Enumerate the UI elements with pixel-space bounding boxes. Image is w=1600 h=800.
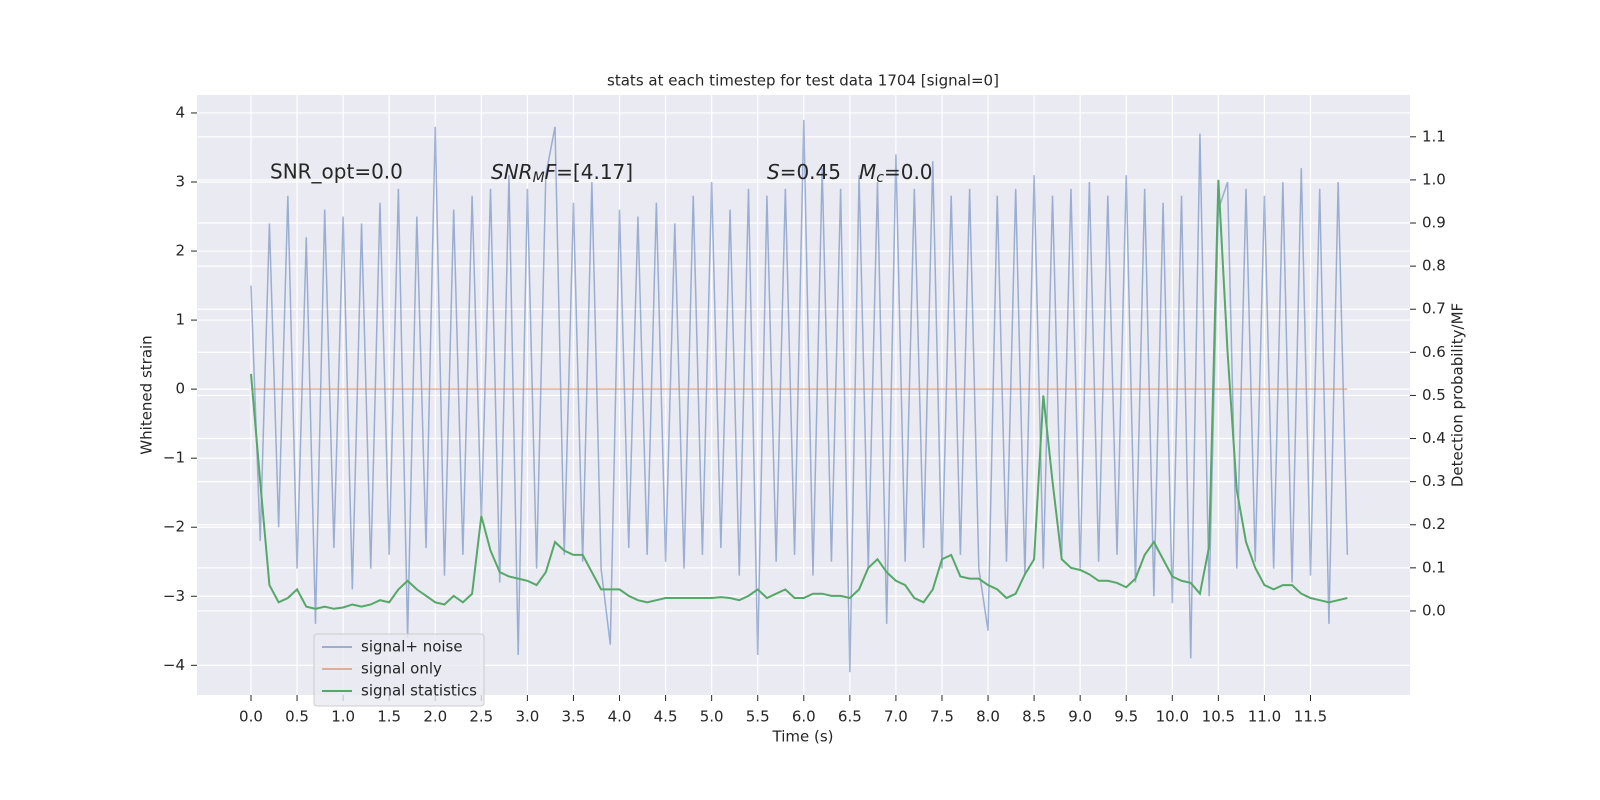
x-tick-label: 3.0 xyxy=(515,708,539,726)
x-tick-label: 1.0 xyxy=(331,708,355,726)
series-line xyxy=(250,119,1349,673)
y2-tick-label: 0.1 xyxy=(1422,558,1446,576)
annotation-part: M xyxy=(533,170,545,186)
x-tick-label: 4.0 xyxy=(608,708,632,726)
y-tick-label: −3 xyxy=(163,587,185,605)
legend-label: signal+ noise xyxy=(361,638,463,656)
y-tick-label: 4 xyxy=(175,103,185,121)
x-tick-label: 2.0 xyxy=(423,708,447,726)
y-tick-label: 1 xyxy=(175,311,185,329)
x-tick-label: 9.0 xyxy=(1068,708,1092,726)
y2-tick-label: 0.7 xyxy=(1422,300,1446,318)
y2-tick-label: 0.5 xyxy=(1422,386,1446,404)
annotation: Mc=0.0 xyxy=(859,160,933,187)
y-axis-label: Whitened strain xyxy=(138,335,156,454)
annotation-part: S xyxy=(767,160,780,184)
legend-label: signal statistics xyxy=(361,682,477,700)
y2-tick-label: 1.1 xyxy=(1422,127,1446,145)
x-tick-label: 7.0 xyxy=(884,708,908,726)
series-line xyxy=(249,179,1348,610)
annotation-part: =0.45 xyxy=(780,160,841,184)
annotation-part: =0.0 xyxy=(884,160,933,184)
x-tick-label: 11.5 xyxy=(1294,708,1327,726)
y-tick-label: −4 xyxy=(163,656,185,674)
annotation-part: SNR xyxy=(491,160,533,184)
x-tick-label: 7.5 xyxy=(930,708,954,726)
x-tick-label: 10.5 xyxy=(1202,708,1235,726)
x-tick-label: 11.0 xyxy=(1248,708,1281,726)
legend-label: signal only xyxy=(361,660,442,678)
x-tick-label: 6.0 xyxy=(792,708,816,726)
x-tick-label: 8.5 xyxy=(1022,708,1046,726)
y2-tick-label: 0.4 xyxy=(1422,429,1446,447)
y2-tick-label: 0.3 xyxy=(1422,472,1446,490)
x-tick-label: 4.5 xyxy=(654,708,678,726)
y2-tick-label: 0.6 xyxy=(1422,343,1446,361)
annotation-part: c xyxy=(876,170,884,186)
y-tick-label: −1 xyxy=(163,449,185,467)
x-tick-label: 0.5 xyxy=(285,708,309,726)
x-tick-label: 2.5 xyxy=(469,708,493,726)
x-tick-label: 5.0 xyxy=(700,708,724,726)
y-tick-label: 2 xyxy=(175,242,185,260)
annotation: S=0.45 xyxy=(767,160,841,184)
x-tick-label: 5.5 xyxy=(746,708,770,726)
y2-tick-label: 0.8 xyxy=(1422,257,1446,275)
x-tick-label: 8.0 xyxy=(976,708,1000,726)
y-tick-label: 0 xyxy=(175,380,185,398)
annotation: SNRMF=[4.17] xyxy=(491,160,633,187)
x-tick-label: 3.5 xyxy=(562,708,586,726)
annotation: SNR_opt=0.0 xyxy=(270,160,403,184)
legend-box xyxy=(313,633,485,707)
y2-tick-label: 0.0 xyxy=(1422,601,1446,619)
x-tick-label: 1.5 xyxy=(377,708,401,726)
x-tick-label: 6.5 xyxy=(838,708,862,726)
y2-tick-label: 1.0 xyxy=(1422,170,1446,188)
annotation-part: F xyxy=(545,160,557,184)
y2-tick-label: 0.9 xyxy=(1422,214,1446,232)
x-tick-label: 0.0 xyxy=(239,708,263,726)
x-tick-label: 9.5 xyxy=(1114,708,1138,726)
annotation-part: =[4.17] xyxy=(556,160,633,184)
x-axis-label: Time (s) xyxy=(772,728,834,746)
chart-title: stats at each timestep for test data 170… xyxy=(607,72,999,90)
annotation-part: M xyxy=(859,160,876,184)
y2-tick-label: 0.2 xyxy=(1422,515,1446,533)
y-tick-label: −2 xyxy=(163,518,185,536)
y-tick-label: 3 xyxy=(175,172,185,190)
y2-axis-label: Detection probability/MF xyxy=(1449,303,1467,487)
x-tick-label: 10.0 xyxy=(1156,708,1189,726)
